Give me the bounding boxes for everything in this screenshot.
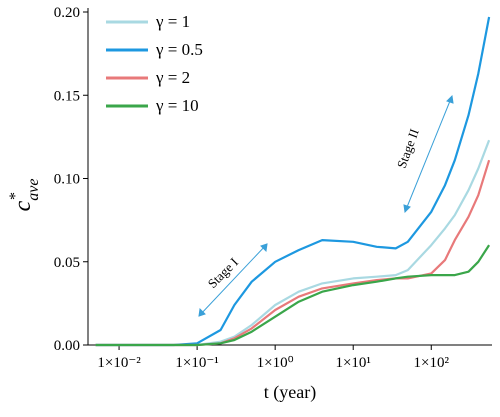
- annotation: Stage II: [394, 127, 422, 170]
- x-tick-label: 1×10²: [414, 355, 450, 371]
- x-tick-label: 1×10⁰: [257, 355, 294, 371]
- series-line: [95, 244, 491, 347]
- y-tick-label: 0.20: [54, 5, 80, 21]
- y-label-sub: ave: [25, 179, 42, 201]
- series-line: [95, 139, 491, 347]
- y-tick-label: 0.10: [54, 172, 80, 188]
- arrows: [198, 94, 454, 317]
- x-tick-label: 1×10⁻¹: [175, 355, 218, 371]
- y-tick-label: 0.00: [54, 338, 80, 354]
- y-axis-label: c*ave: [7, 179, 42, 212]
- x-tick-label: 1×10⁻²: [97, 355, 141, 371]
- x-tick-label: 1×10¹: [335, 355, 370, 371]
- legend-label: γ = 10: [155, 96, 199, 115]
- annotation: Stage I: [205, 255, 241, 291]
- legend-label: γ = 2: [155, 68, 190, 87]
- arrow-heads: [403, 94, 454, 214]
- legend-label: γ = 1: [155, 12, 190, 31]
- y-label-base: c: [10, 200, 36, 211]
- arrow-heads: [198, 243, 268, 317]
- x-axis-label: t (year): [264, 382, 316, 403]
- y-tick-label: 0.05: [54, 255, 80, 271]
- legend-label: γ = 0.5: [155, 40, 203, 59]
- y-tick-label: 0.15: [54, 88, 80, 104]
- stage-arrow: [198, 243, 268, 317]
- y-label-sup: *: [7, 193, 24, 201]
- stage-arrow: [404, 95, 453, 213]
